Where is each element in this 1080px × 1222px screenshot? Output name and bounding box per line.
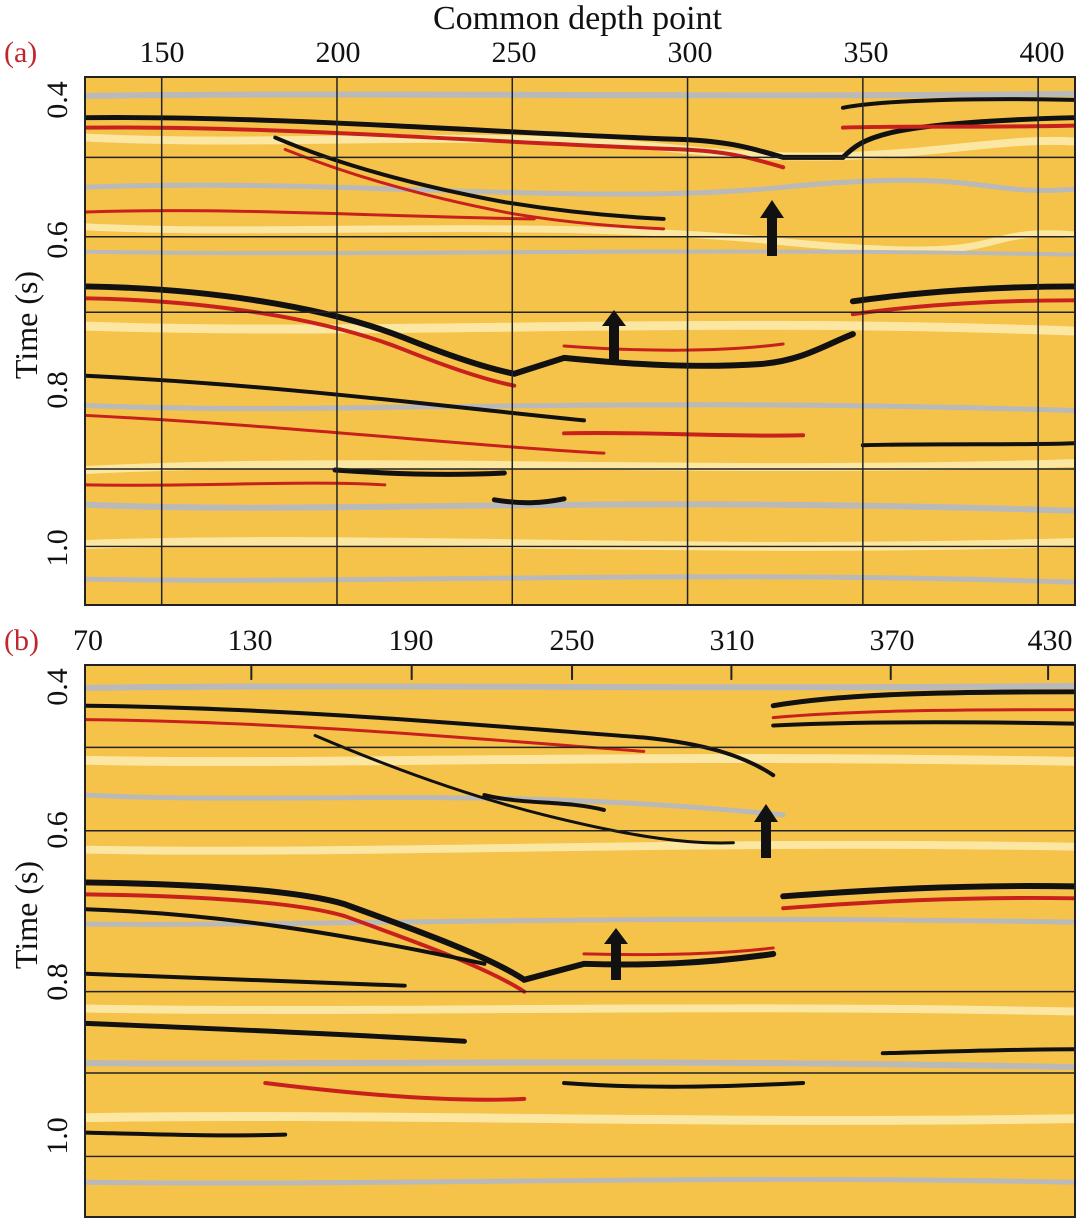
arrow-up-icon (602, 310, 626, 360)
panel-a-ytick: 0.6 (41, 221, 74, 259)
figure-title: Common depth point (433, 0, 722, 37)
panel-b-xtick: 70 (73, 624, 103, 657)
seismic-image-a (86, 78, 1074, 604)
panel-b-ytick: 1.0 (41, 1117, 74, 1155)
panel-b-ytick: 0.8 (41, 963, 74, 1001)
arrow-up-icon (604, 928, 628, 980)
panel-b-xtick: 130 (227, 624, 273, 657)
panel-b-ytick: 0.6 (41, 811, 74, 849)
seismic-image-b (86, 666, 1074, 1216)
panel-a-label: (a) (4, 36, 38, 69)
panel-a-xtick: 200 (315, 36, 361, 69)
arrow-up-icon (760, 200, 784, 256)
panel-b-xtick: 430 (1027, 624, 1073, 657)
panel-b-label: (b) (4, 624, 39, 657)
panel-a-xtick: 350 (843, 36, 889, 69)
panel-a-ytick: 0.8 (41, 371, 74, 409)
panel-b-xtick: 250 (549, 624, 595, 657)
panel-a-xtick: 150 (139, 36, 185, 69)
panel-b-ylabel: Time (s) (8, 860, 44, 970)
arrow-up-icon (754, 804, 778, 858)
seismic-panel-b (84, 664, 1076, 1218)
panel-a-xtick: 300 (667, 36, 713, 69)
panel-a-xtick: 250 (491, 36, 537, 69)
panel-a-xtick: 400 (1019, 36, 1065, 69)
panel-a-ylabel: Time (s) (8, 270, 44, 380)
panel-b-xtick: 190 (388, 624, 434, 657)
panel-a-ytick: 1.0 (41, 529, 74, 567)
panel-a-ytick: 0.4 (41, 81, 74, 119)
panel-b-ytick: 0.4 (41, 668, 74, 706)
panel-b-xtick: 370 (869, 624, 915, 657)
seismic-panel-a (84, 76, 1076, 606)
panel-b-xtick: 310 (709, 624, 755, 657)
